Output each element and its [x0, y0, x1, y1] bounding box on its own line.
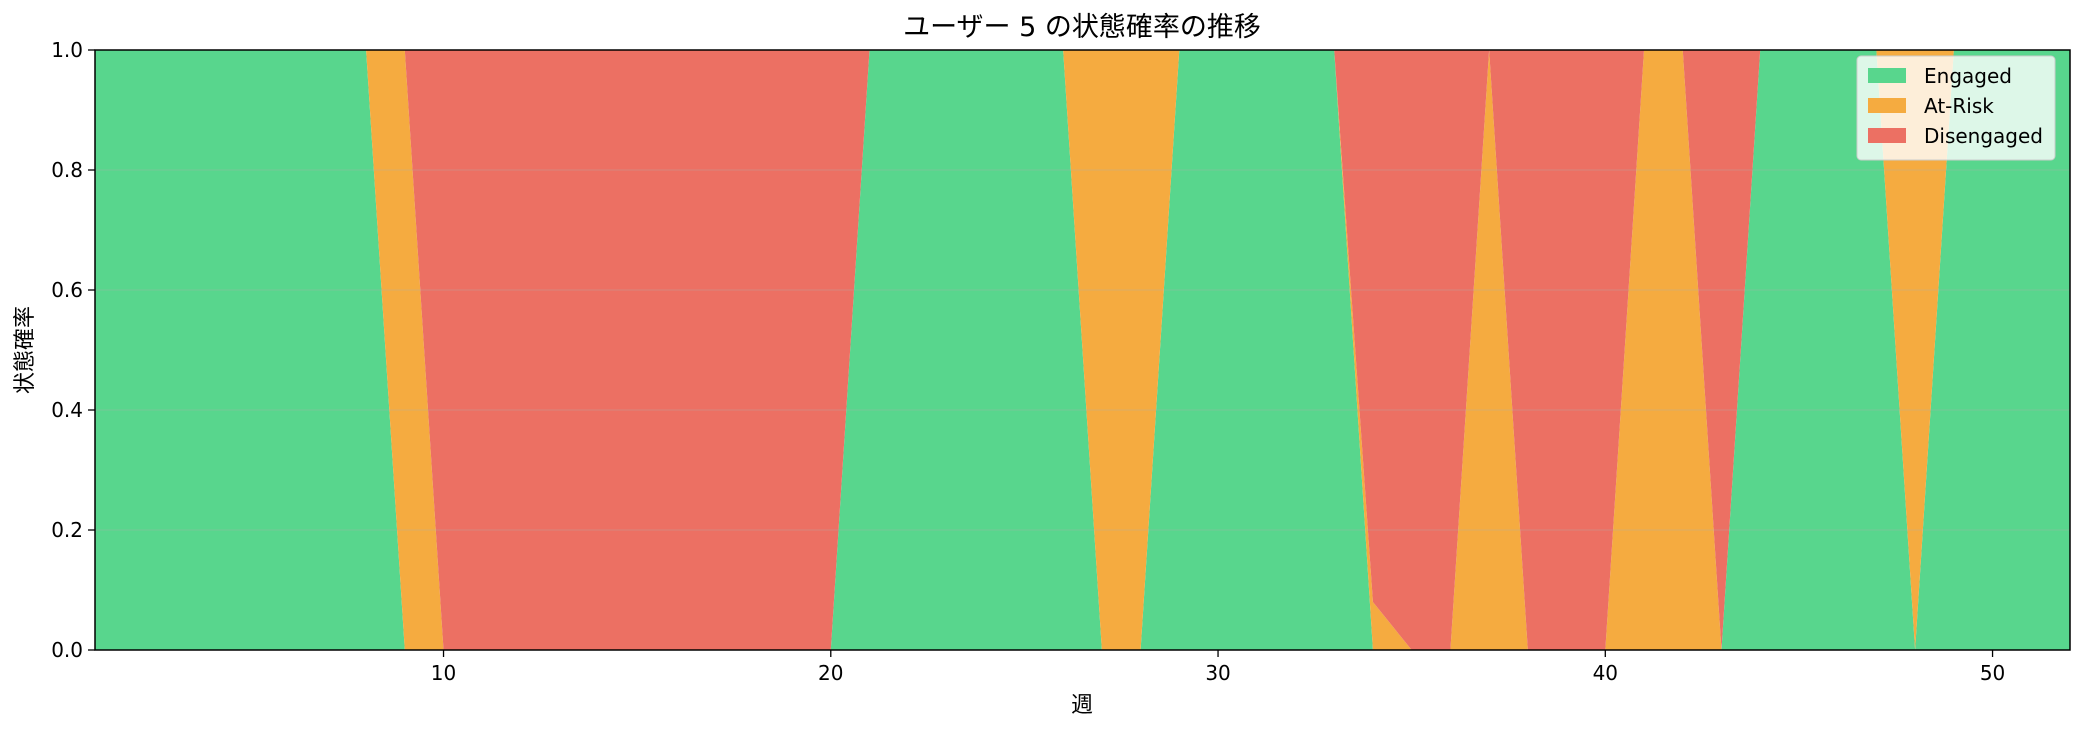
- x-axis-title: 週: [1071, 693, 1093, 718]
- legend-label-at-risk: At-Risk: [1924, 94, 1994, 118]
- area-disengaged: [95, 50, 2070, 650]
- legend-label-engaged: Engaged: [1924, 64, 2012, 88]
- y-tick-label: 0.0: [51, 638, 83, 662]
- y-tick-label: 0.4: [51, 398, 83, 422]
- x-tick-label: 10: [431, 661, 456, 685]
- grid-lines: [95, 169, 2070, 531]
- x-tick-label: 40: [1593, 661, 1618, 685]
- y-tick-label: 1.0: [51, 38, 83, 62]
- legend-swatch-engaged: [1868, 68, 1906, 83]
- legend: Engaged At-Risk Disengaged: [1856, 55, 2056, 161]
- legend-swatch-disengaged: [1868, 128, 1906, 143]
- area-at-risk: [95, 50, 2070, 650]
- y-tick-label: 0.2: [51, 518, 83, 542]
- x-tick-label: 20: [818, 661, 843, 685]
- y-axis-title: 状態確率: [13, 306, 38, 394]
- x-tick-label: 50: [1980, 661, 2005, 685]
- chart-title: ユーザー 5 の状態確率の推移: [903, 12, 1261, 43]
- legend-box: [1856, 55, 2056, 161]
- y-tick-label: 0.6: [51, 278, 83, 302]
- area-layers: [95, 50, 2070, 650]
- legend-swatch-at-risk: [1868, 98, 1906, 113]
- x-tick-label: 30: [1205, 661, 1230, 685]
- plot-frame: [94, 49, 2071, 651]
- x-axis-ticks: 10 20 30 40 50: [431, 650, 2005, 685]
- legend-label-disengaged: Disengaged: [1924, 124, 2043, 148]
- y-tick-label: 0.8: [51, 158, 83, 182]
- y-axis-ticks: 0.0 0.2 0.4 0.6 0.8 1.0: [51, 38, 95, 662]
